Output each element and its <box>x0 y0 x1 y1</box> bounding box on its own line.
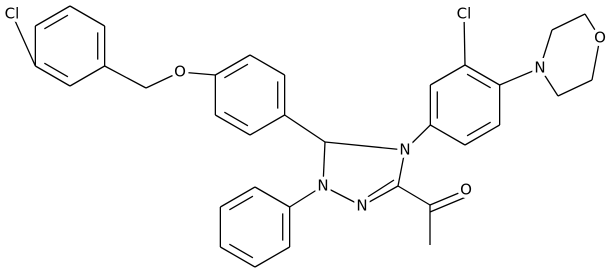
bond <box>179 71 216 76</box>
bond <box>430 64 466 86</box>
bond <box>429 189 467 206</box>
bond <box>365 179 395 199</box>
atom-label: Cl <box>457 5 472 23</box>
atom-label: N <box>534 59 545 77</box>
bond <box>11 13 36 67</box>
bond <box>324 141 406 151</box>
atom-label: N <box>399 141 410 159</box>
bond <box>466 73 491 89</box>
bond <box>229 195 254 211</box>
bonds <box>11 5 601 268</box>
bond <box>69 65 105 87</box>
atom-labels: Cl O N N N O Cl N O <box>1 1 609 218</box>
atom-label: O <box>460 181 472 199</box>
bond <box>551 13 586 31</box>
bond <box>35 5 71 27</box>
bond <box>397 149 406 187</box>
bond <box>397 185 431 206</box>
bond <box>35 65 71 87</box>
atom-label: N <box>317 177 328 195</box>
bond <box>361 185 399 207</box>
bond <box>499 67 541 86</box>
atom-label: O <box>594 29 606 47</box>
bond <box>215 54 251 76</box>
bond <box>557 79 593 97</box>
bond <box>284 114 326 143</box>
bond <box>215 114 251 136</box>
bond <box>249 114 285 136</box>
bond <box>145 71 181 89</box>
bond <box>591 37 601 81</box>
bond <box>224 63 249 79</box>
bond <box>463 13 466 66</box>
atom-label: O <box>174 63 186 81</box>
bond <box>44 62 69 78</box>
bond <box>44 14 69 30</box>
atom-label: N <box>356 197 367 215</box>
bond <box>69 5 105 27</box>
bond <box>429 196 467 213</box>
bond <box>404 124 431 151</box>
bond <box>464 64 500 86</box>
bond <box>464 124 500 146</box>
atom-label: Cl <box>5 5 20 23</box>
bond <box>539 67 559 97</box>
bond <box>249 54 285 76</box>
bond <box>322 141 326 187</box>
bond <box>254 186 290 208</box>
bond <box>224 111 249 127</box>
bond <box>104 65 147 89</box>
bond <box>254 246 290 268</box>
bond <box>220 186 256 208</box>
bond <box>220 246 256 268</box>
bond <box>584 13 601 39</box>
bond <box>539 29 553 69</box>
bond <box>430 124 466 146</box>
bond <box>289 185 324 208</box>
bond <box>229 243 254 259</box>
bond <box>466 121 491 137</box>
bond <box>322 185 363 207</box>
